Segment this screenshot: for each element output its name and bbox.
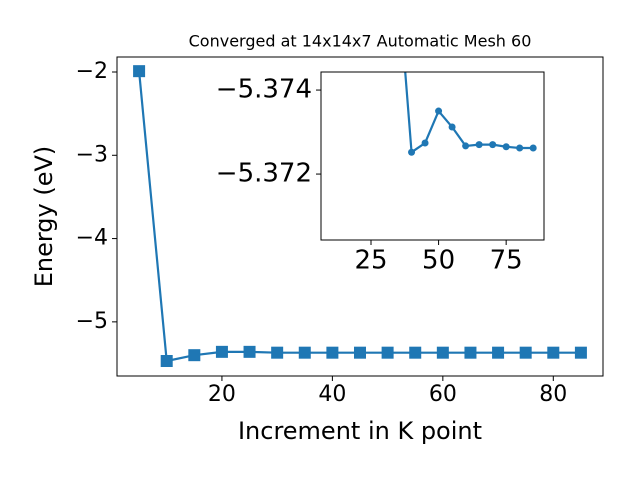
marker <box>519 346 532 359</box>
chart-title: Converged at 14x14x7 Automatic Mesh 60 <box>189 32 532 51</box>
marker <box>408 148 416 156</box>
marker <box>489 141 497 149</box>
marker <box>436 346 449 359</box>
x-axis-label: Increment in K point <box>238 417 482 445</box>
x-tick-label: 20 <box>208 382 236 407</box>
marker <box>574 346 587 359</box>
marker <box>243 345 256 358</box>
marker <box>462 142 470 150</box>
x-tick-label: 80 <box>539 382 567 407</box>
x-tick-label: 60 <box>429 382 457 407</box>
y-tick-label: −4 <box>76 226 108 251</box>
marker <box>271 346 284 359</box>
marker <box>421 139 429 147</box>
series-group <box>133 65 587 368</box>
marker <box>464 346 477 359</box>
plot-frame <box>116 56 604 377</box>
series-group <box>404 72 537 156</box>
marker <box>435 107 443 115</box>
marker <box>547 346 560 359</box>
x-tick-label: 75 <box>490 246 523 276</box>
marker <box>492 346 505 359</box>
marker <box>133 65 146 78</box>
y-tick-label: −5 <box>76 309 108 334</box>
y-axis-label: Energy (eV) <box>30 146 58 288</box>
marker <box>448 123 456 131</box>
marker <box>502 143 510 151</box>
x-tick-label: 50 <box>422 246 455 276</box>
marker <box>298 346 311 359</box>
y-tick-label: −5.374 <box>216 75 312 105</box>
x-tick-label: 40 <box>318 382 346 407</box>
marker <box>326 346 339 359</box>
marker <box>529 144 537 152</box>
marker <box>188 349 201 362</box>
y-tick-label: −5.372 <box>216 159 312 189</box>
x-tick-label: 25 <box>354 246 387 276</box>
marker <box>516 144 524 152</box>
y-tick-label: −3 <box>76 142 108 167</box>
marker <box>409 346 422 359</box>
marker <box>381 346 394 359</box>
y-tick-label: −2 <box>76 59 108 84</box>
marker <box>215 345 228 358</box>
marker <box>354 346 366 359</box>
plot-frame <box>320 71 545 241</box>
marker <box>475 141 483 149</box>
marker <box>160 355 173 368</box>
plot-area <box>321 72 544 240</box>
